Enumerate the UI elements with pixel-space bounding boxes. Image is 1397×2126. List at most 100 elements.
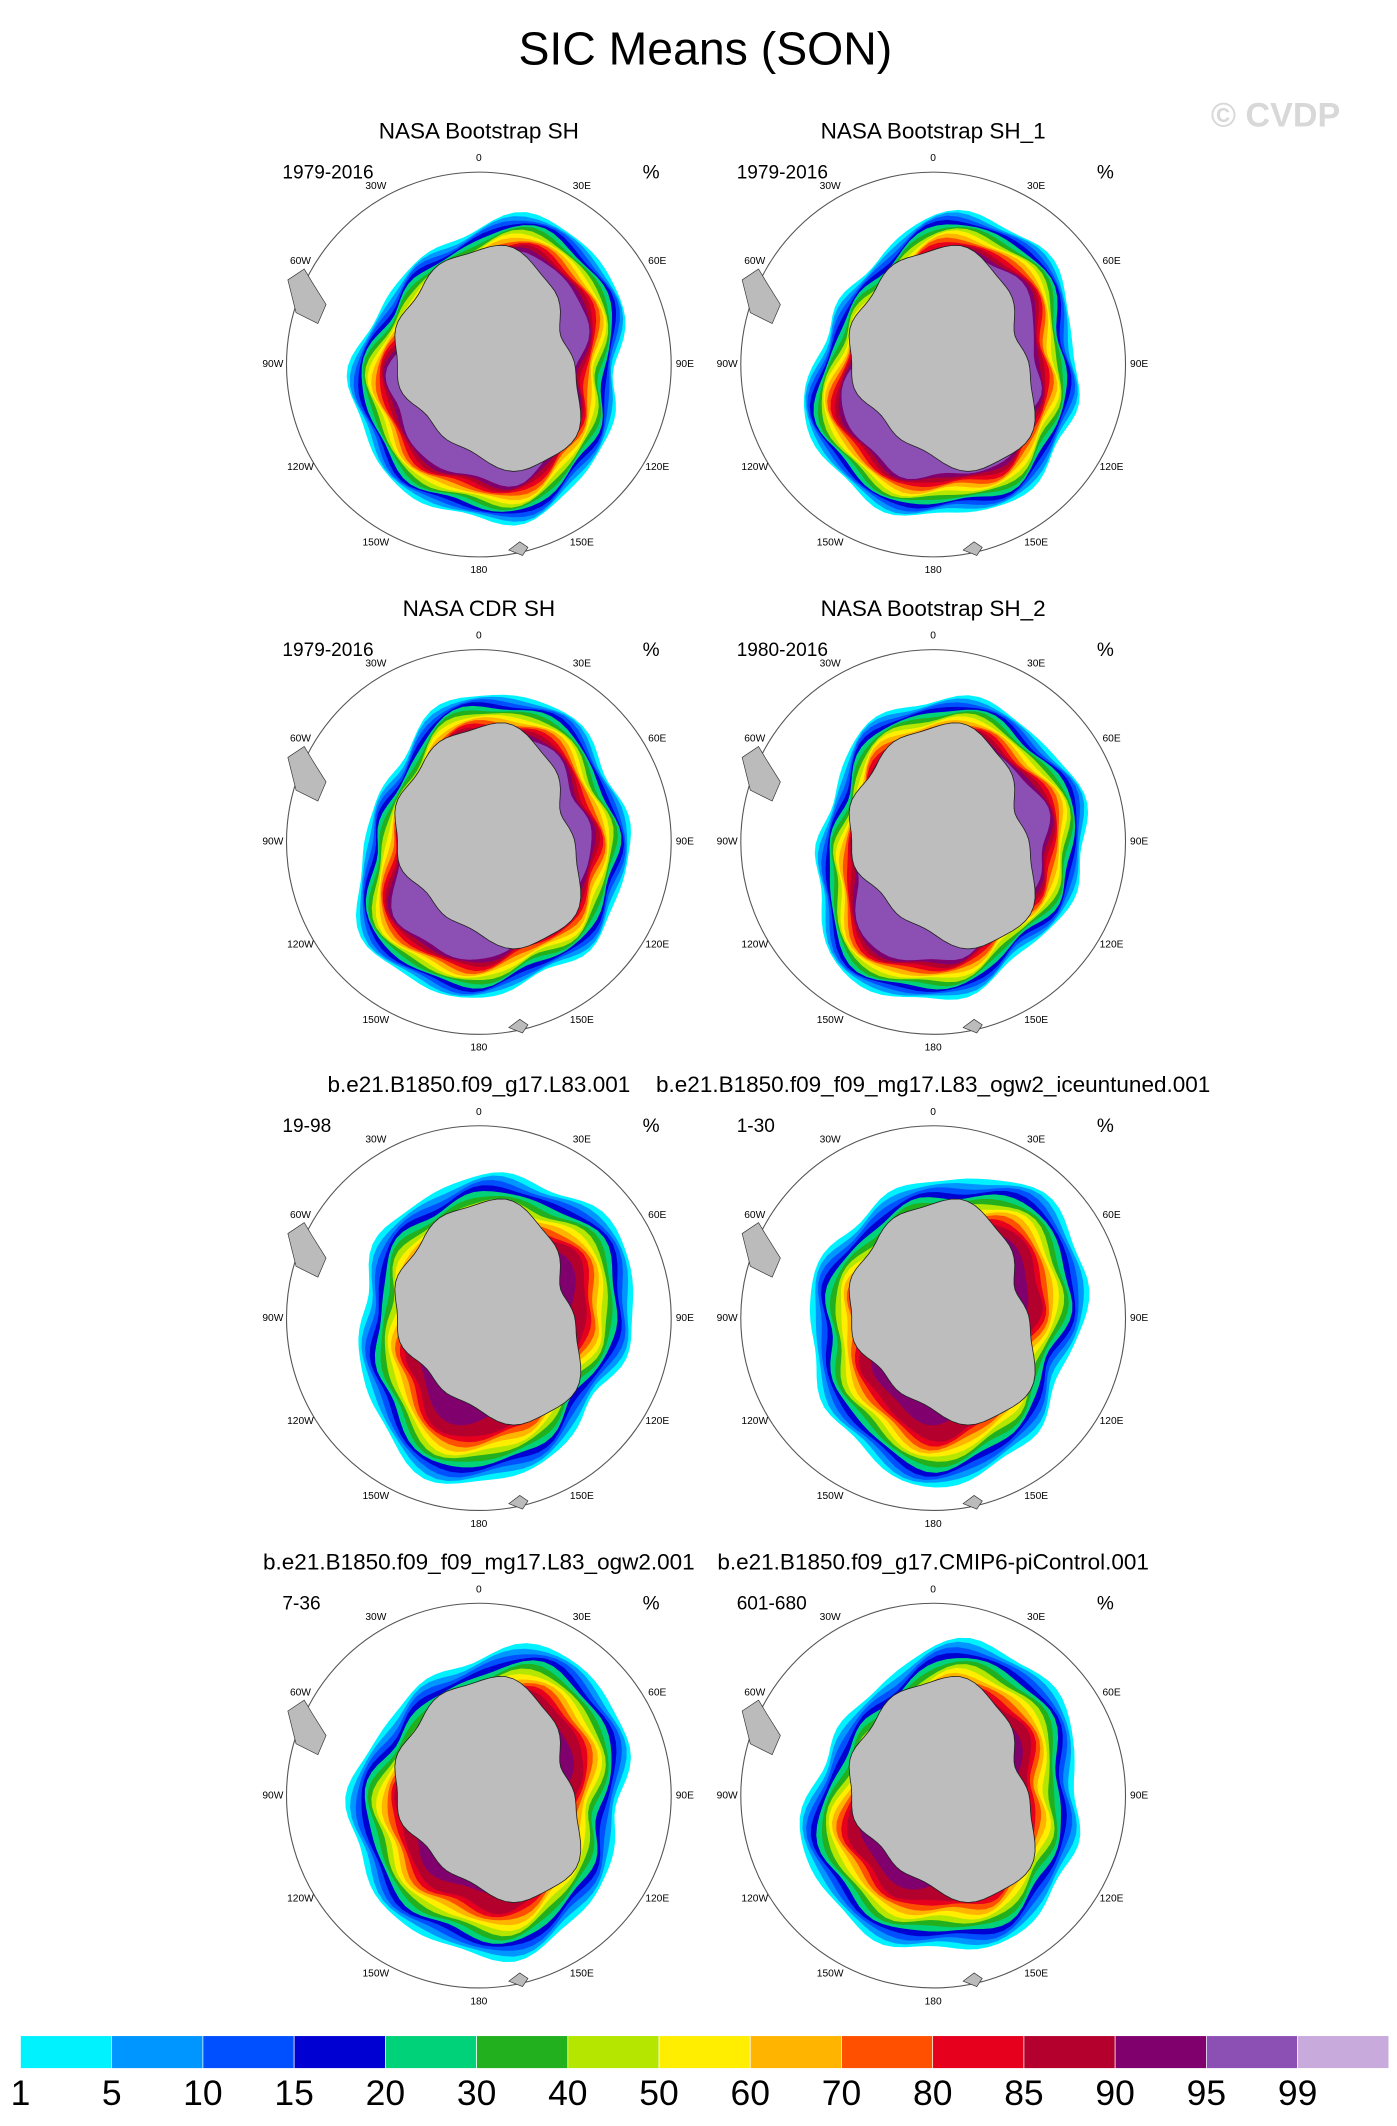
- antarctica: [848, 722, 1036, 950]
- longitude-label: 60W: [290, 1687, 311, 1698]
- longitude-label: 30E: [1027, 181, 1045, 192]
- map-panel: NASA Bootstrap SH_2 1980-2016 % 0 30E 60E 90E 1…: [717, 596, 1149, 1054]
- longitude-label: 180: [470, 565, 487, 576]
- longitude-label: 150W: [817, 1015, 844, 1026]
- longitude-label: 120E: [1100, 462, 1124, 473]
- colorbar-label: 80: [913, 2073, 952, 2113]
- longitude-label: 60E: [1102, 1210, 1120, 1221]
- longitude-label: 120E: [1100, 1416, 1124, 1427]
- longitude-label: 90E: [676, 359, 694, 370]
- period-label: 19-98: [282, 1116, 331, 1137]
- longitude-label: 120E: [1100, 1893, 1124, 1904]
- longitude-label: 30W: [365, 1134, 386, 1145]
- longitude-label: 60E: [648, 734, 666, 745]
- longitude-label: 120E: [645, 940, 669, 951]
- longitude-label: 150W: [363, 538, 390, 549]
- longitude-label: 120E: [645, 1416, 669, 1427]
- antarctica: [394, 1676, 582, 1903]
- land: [962, 541, 983, 556]
- map-panel: NASA CDR SH 1979-2016 % 0 30E 60E 90E 120E 150E 1…: [262, 596, 694, 1054]
- longitude-label: 60E: [1102, 734, 1120, 745]
- land: [741, 746, 781, 802]
- period-label: 7-36: [282, 1594, 320, 1615]
- longitude-label: 120E: [645, 462, 669, 473]
- map-panel: NASA Bootstrap SH_1 1979-2016 % 0 30E 60E 90E 1…: [717, 119, 1149, 577]
- longitude-label: 0: [930, 631, 936, 642]
- longitude-label: 120E: [1100, 940, 1124, 951]
- longitude-label: 60W: [744, 1687, 765, 1698]
- longitude-label: 150E: [570, 1015, 594, 1026]
- longitude-label: 30E: [573, 181, 591, 192]
- land: [741, 1222, 781, 1278]
- longitude-label: 30W: [365, 181, 386, 192]
- period-label: 1979-2016: [737, 163, 828, 184]
- longitude-label: 90E: [676, 837, 694, 848]
- longitude-label: 30W: [365, 1612, 386, 1623]
- map-panel: b.e21.B1850.f09_f09_mg17.L83_ogw2_iceunt…: [656, 1072, 1210, 1530]
- colorbar-box: [111, 2035, 204, 2069]
- longitude-label: 90E: [1130, 359, 1148, 370]
- colorbar-box: [1297, 2035, 1390, 2069]
- longitude-label: 90W: [717, 837, 738, 848]
- longitude-label: 0: [930, 1584, 936, 1595]
- colorbar-box: [932, 2035, 1025, 2069]
- colorbar-label: 40: [548, 2073, 587, 2113]
- longitude-label: 60E: [1102, 1687, 1120, 1698]
- land: [287, 268, 327, 325]
- panel-title: NASA CDR SH: [403, 596, 556, 621]
- longitude-label: 90E: [1130, 837, 1148, 848]
- colorbar-box: [1206, 2035, 1298, 2069]
- panel-title: b.e21.B1850.f09_g17.CMIP6-piControl.001: [717, 1550, 1149, 1575]
- longitude-label: 180: [925, 1519, 942, 1530]
- colorbar-label: 20: [366, 2073, 405, 2113]
- panel-title: NASA Bootstrap SH_2: [821, 596, 1046, 621]
- longitude-label: 60E: [648, 256, 666, 267]
- longitude-label: 60E: [1102, 256, 1120, 267]
- longitude-label: 150E: [1024, 1491, 1048, 1502]
- colorbar-label: 5: [102, 2073, 122, 2113]
- land: [508, 541, 529, 556]
- longitude-label: 120W: [741, 1893, 768, 1904]
- longitude-label: 30E: [573, 1134, 591, 1145]
- colorbar-label: 85: [1004, 2073, 1043, 2113]
- longitude-label: 0: [476, 1584, 482, 1595]
- longitude-label: 60W: [744, 256, 765, 267]
- longitude-label: 150W: [817, 1969, 844, 1980]
- colorbar-box: [385, 2035, 477, 2069]
- antarctica: [394, 1198, 582, 1426]
- panel-title: b.e21.B1850.f09_f09_mg17.L83_ogw2.001: [263, 1550, 695, 1575]
- longitude-label: 150E: [1024, 1969, 1048, 1980]
- panel-title: b.e21.B1850.f09_g17.L83.001: [327, 1072, 630, 1097]
- longitude-label: 120W: [741, 462, 768, 473]
- longitude-label: 90W: [262, 359, 283, 370]
- units-label: %: [643, 640, 660, 661]
- longitude-label: 60W: [744, 1210, 765, 1221]
- panel-title: b.e21.B1850.f09_f09_mg17.L83_ogw2_iceunt…: [656, 1072, 1210, 1097]
- colorbar-label: 1: [11, 2073, 31, 2113]
- longitude-label: 120E: [645, 1893, 669, 1904]
- longitude-label: 120W: [741, 940, 768, 951]
- land: [508, 1018, 529, 1034]
- units-label: %: [643, 1116, 660, 1137]
- period-label: 1979-2016: [282, 163, 373, 184]
- units-label: %: [643, 163, 660, 184]
- longitude-label: 180: [470, 1519, 487, 1530]
- longitude-label: 90E: [1130, 1313, 1148, 1324]
- longitude-label: 60W: [744, 734, 765, 745]
- longitude-label: 60E: [648, 1210, 666, 1221]
- longitude-label: 30E: [573, 658, 591, 669]
- longitude-label: 150W: [363, 1015, 390, 1026]
- units-label: %: [1097, 163, 1114, 184]
- map-panel: b.e21.B1850.f09_f09_mg17.L83_ogw2.001 7-3…: [262, 1550, 694, 2008]
- longitude-label: 30W: [820, 1612, 841, 1623]
- longitude-label: 180: [925, 1043, 942, 1054]
- longitude-label: 120W: [287, 462, 314, 473]
- longitude-label: 90W: [717, 359, 738, 370]
- period-label: 1980-2016: [737, 640, 828, 661]
- land: [741, 268, 781, 325]
- panel-title: NASA Bootstrap SH: [379, 119, 579, 144]
- colorbar-box: [658, 2035, 751, 2069]
- units-label: %: [1097, 1116, 1114, 1137]
- longitude-label: 150E: [1024, 1015, 1048, 1026]
- longitude-label: 0: [476, 1107, 482, 1118]
